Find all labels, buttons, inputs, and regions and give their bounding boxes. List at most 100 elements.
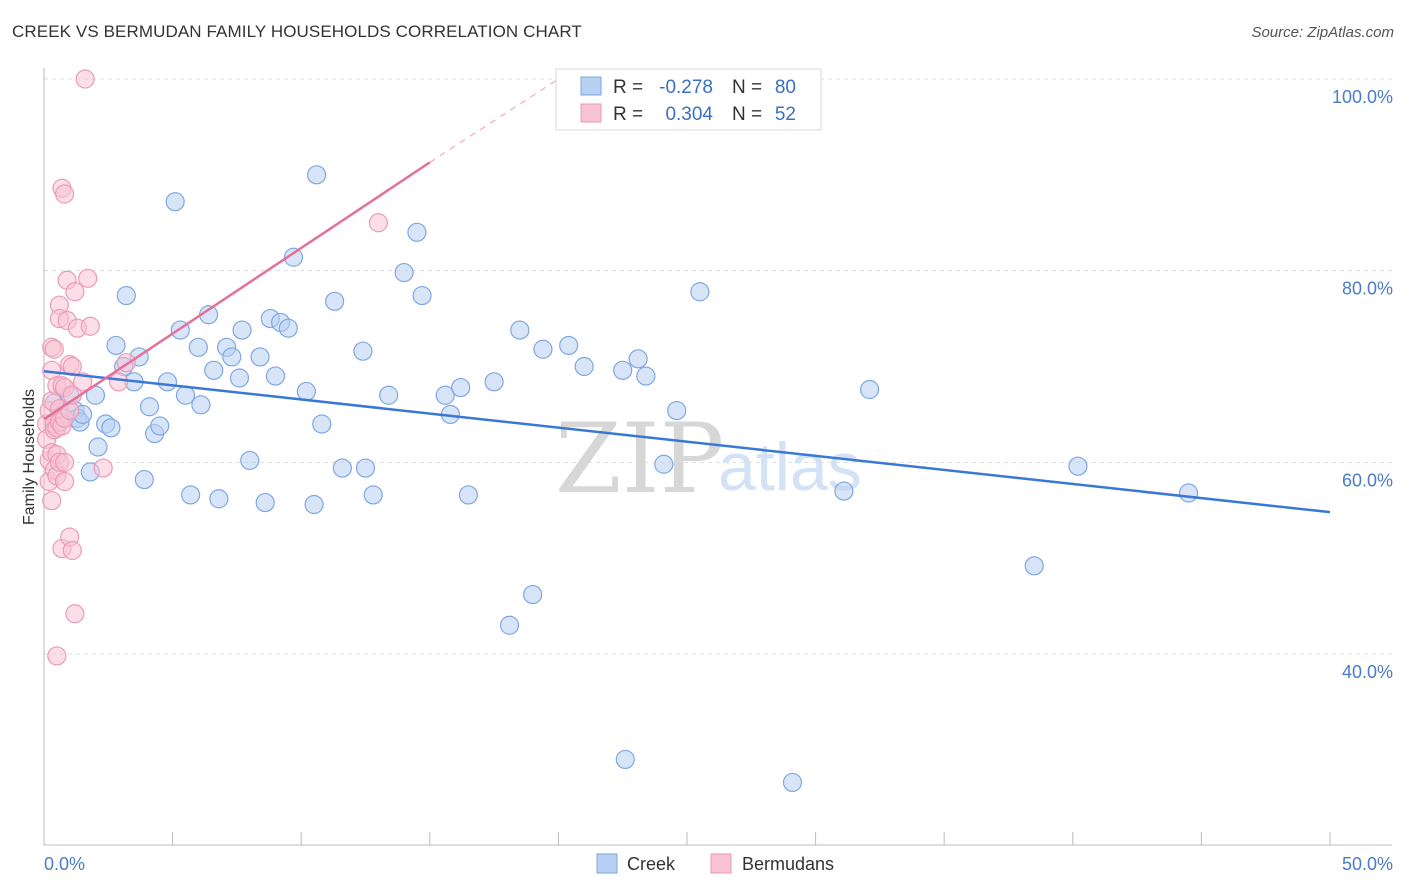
creek-point-31 [209,489,229,509]
creek-point-18 [134,469,154,490]
bottom-legend-bermudans-label: Bermudans [742,854,834,874]
creek-point-21 [150,416,170,436]
creek-point-65 [533,339,553,359]
creek-point-62 [499,615,520,635]
creek-point-68 [615,749,635,770]
x-tick-label-max: 50.0% [1342,854,1393,874]
creek-point-49 [332,458,352,478]
legend-bermudans-r-label: R = [613,104,643,125]
creek-point-78 [1024,556,1044,576]
bottom-legend-creek-label: Creek [627,854,676,874]
creek-point-33 [222,347,242,367]
trend-lines [43,78,1331,514]
legend-bermudans-n-value: 52 [775,104,796,125]
bermudans-point-14 [47,646,67,666]
creek-point-25 [175,385,196,405]
bermudans-point-44 [75,69,95,89]
x-tick-label-min: 0.0% [44,854,85,874]
creek-point-42 [278,318,298,338]
creek-point-48 [325,291,345,311]
creek-point-76 [834,481,854,501]
creek-point-43 [283,247,304,267]
bermudans-point-40 [65,282,85,302]
creek-point-53 [379,385,399,405]
bermudans-point-48 [108,372,129,392]
bermudans-point-46 [80,316,100,336]
creek-point-37 [250,347,270,367]
chart-title: CREEK VS BERMUDAN FAMILY HOUSEHOLDS CORR… [12,22,582,41]
creek-point-64 [523,584,543,605]
y-tick-label-60: 60.0% [1342,470,1393,490]
legend-box: R = -0.278 N = 80 R = 0.304 N = 52 [555,68,822,131]
legend-bermudans-n-label: N = [732,104,762,125]
creek-point-15 [116,285,136,306]
creek-point-23 [165,192,185,212]
bermudans-trend-line [43,161,431,421]
bermudans-point-12 [44,339,64,359]
legend-creek-r-value: -0.278 [659,77,713,98]
x-axis-ticks [43,832,1331,845]
creek-point-36 [240,450,260,471]
creek-point-30 [204,360,224,380]
creek-point-66 [559,335,579,356]
legend-bermudans-swatch [580,103,602,123]
creek-point-51 [363,485,383,505]
creek-point-50 [353,341,373,361]
legend-creek-n-value: 80 [775,77,796,98]
bermudans-point-38 [62,540,82,561]
creek-point-74 [690,282,710,302]
watermark-zip: ZIP [555,403,724,515]
bottom-legend: Creek Bermudans [596,853,834,874]
creek-point-10 [88,437,108,457]
chart-source: Source: ZipAtlas.com [1251,24,1394,41]
bottom-legend-bermudans-swatch [710,853,732,874]
bermudans-trend-extension [429,78,559,163]
creek-point-54 [394,262,414,283]
creek-point-57 [435,385,455,405]
creek-point-73 [667,400,687,421]
creek-point-70 [628,349,648,369]
creek-point-79 [1068,456,1088,476]
legend-creek-n-label: N = [732,77,762,98]
creek-point-59 [451,377,471,398]
creek-point-67 [574,356,594,377]
bermudans-point-47 [93,458,113,478]
y-tick-labels: 40.0% 60.0% 80.0% 100.0% [1332,87,1393,682]
creek-point-13 [106,335,126,356]
bermudans-point-28 [54,184,75,204]
bermudans-point-9 [42,491,62,511]
creek-point-44 [296,381,316,402]
creek-point-28 [191,395,211,415]
y-tick-label-80: 80.0% [1342,279,1393,299]
creek-point-12 [101,418,121,438]
creek-trend-line [43,370,1331,514]
creek-point-72 [654,454,674,474]
bermudans-point-45 [78,268,98,288]
creek-point-69 [613,360,633,380]
y-tick-label-100: 100.0% [1332,87,1393,107]
bermudans-point-31 [54,452,75,472]
bermudans-point-43 [72,372,93,392]
creek-point-45 [304,494,324,515]
y-tick-label-40: 40.0% [1342,662,1393,682]
creek-point-77 [860,379,880,400]
creek-point-55 [407,222,427,242]
legend-bermudans-r-value: 0.304 [665,104,713,125]
creek-point-60 [458,485,478,505]
creek-point-61 [484,372,504,392]
creek-point-71 [636,366,656,386]
creek-point-19 [139,397,160,417]
creek-point-34 [229,368,250,388]
creek-point-80 [1178,483,1199,503]
creek-point-63 [510,320,530,340]
creek-point-40 [265,366,286,386]
creek-point-38 [255,492,275,513]
legend-creek-swatch [580,76,602,96]
creek-point-56 [412,285,432,306]
creek-point-47 [312,414,332,434]
bottom-legend-creek-swatch [596,853,618,874]
legend-creek-r-label: R = [613,77,643,98]
bermudans-point-32 [54,471,75,492]
creek-point-46 [307,165,327,185]
